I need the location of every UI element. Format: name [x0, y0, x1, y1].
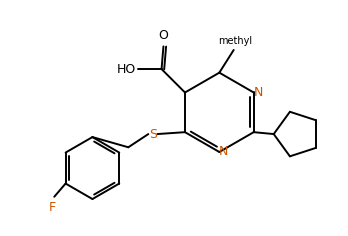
Text: methyl: methyl — [219, 36, 253, 46]
Text: HO: HO — [117, 63, 136, 76]
Text: S: S — [149, 127, 157, 141]
Text: N: N — [254, 86, 263, 99]
Text: O: O — [158, 29, 168, 42]
Text: F: F — [49, 201, 56, 214]
Text: N: N — [219, 146, 229, 159]
